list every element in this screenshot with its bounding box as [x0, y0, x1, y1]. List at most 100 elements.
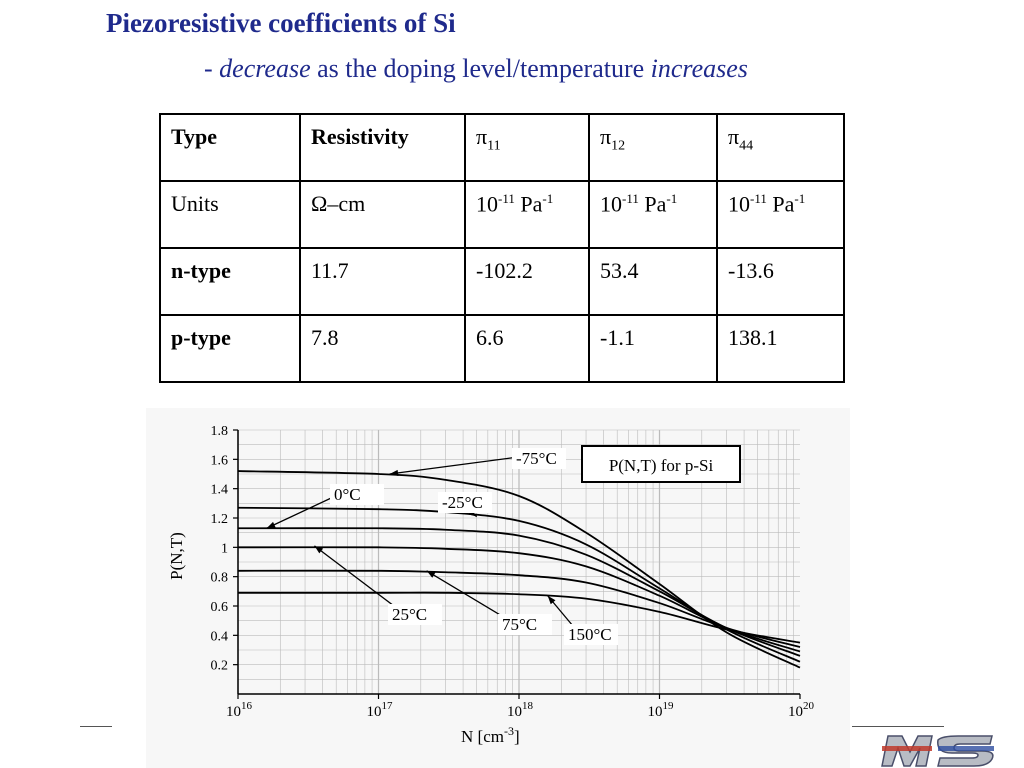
units-exp: -11 — [498, 191, 515, 206]
units-tail-exp: -1 — [542, 191, 554, 206]
cell-pi12: -1.1 — [588, 314, 718, 383]
series-label: 0°C — [334, 485, 361, 504]
ms-logo — [881, 735, 994, 767]
y-tick-label: 1 — [221, 541, 228, 556]
series-label: -75°C — [516, 449, 557, 468]
x-axis-label-tail: ] — [514, 727, 520, 746]
units-tail: Pa — [514, 191, 543, 217]
annotation-label-bg — [512, 448, 566, 469]
pi-symbol: π — [600, 124, 612, 149]
x-tick-label: 1017 — [367, 700, 394, 720]
series-label: 150°C — [568, 625, 612, 644]
x-tick-label: 1019 — [648, 700, 675, 720]
footer-line-left — [80, 726, 112, 727]
slide-title: Piezoresistive coefficients of Si — [106, 8, 456, 38]
annotation-arrowhead — [314, 545, 324, 554]
y-tick-label: 1.4 — [211, 483, 229, 498]
pnt-chart: 0.2 0.4 0.6 0.8 1 1.2 1.4 1.6 1.8 1016 1017 1018 101… — [167, 424, 815, 746]
pnt-figure: 0.2 0.4 0.6 0.8 1 1.2 1.4 1.6 1.8 1016 1017 1018 101… — [146, 408, 850, 768]
cell-pi11: -102.2 — [464, 247, 590, 316]
y-tick-label: 1.8 — [211, 424, 229, 439]
chart-grid — [237, 429, 800, 695]
series-label: 75°C — [502, 615, 537, 634]
legend-box — [581, 445, 741, 483]
y-tick-label: 1.2 — [211, 512, 229, 527]
units-tail-exp: -1 — [666, 191, 678, 206]
pi-symbol: π — [476, 124, 488, 149]
pi-subscript: 44 — [739, 138, 754, 154]
header-pi12: π12 — [588, 113, 718, 182]
x-axis-label: N [cm-3] — [461, 724, 520, 746]
annotation-arrowhead — [547, 595, 556, 605]
units-tail: Pa — [638, 191, 667, 217]
table-header-row: Type Resistivity π11 π12 π44 — [159, 113, 845, 182]
pi-subscript: 12 — [611, 138, 626, 154]
row-type-label: n-type — [159, 247, 301, 316]
x-axis-label-text: N [cm — [461, 727, 504, 746]
header-pi11: π11 — [464, 113, 590, 182]
cell-pi11: 6.6 — [464, 314, 590, 383]
units-pi11: 10-11 Pa-1 — [464, 180, 590, 249]
cell-pi12: 53.4 — [588, 247, 718, 316]
annotation-arrowhead — [266, 521, 276, 529]
pi-subscript: 11 — [487, 138, 501, 154]
y-tick-label: 0.4 — [211, 629, 229, 644]
y-axis-label: P(N,T) — [167, 532, 186, 580]
annotation-arrow — [426, 570, 513, 623]
units-exp: -11 — [750, 191, 767, 206]
units-base: 10 — [600, 191, 622, 217]
header-type: Type — [159, 113, 301, 182]
subtitle-increases: increases — [650, 54, 748, 83]
table-row-ptype: p-type 7.8 6.6 -1.1 138.1 — [159, 314, 845, 383]
units-exp: -11 — [622, 191, 639, 206]
x-tick-label: 1018 — [507, 700, 534, 720]
y-tick-label: 0.6 — [211, 600, 229, 615]
units-base: 10 — [476, 191, 498, 217]
y-tick-label: 1.6 — [211, 453, 229, 468]
annotation-arrow — [314, 545, 403, 613]
pi-symbol: π — [728, 124, 740, 149]
annotation-arrow — [389, 455, 527, 475]
x-tick-label: 1016 — [226, 700, 253, 720]
cell-resistivity: 11.7 — [299, 247, 466, 316]
units-label: Units — [159, 180, 301, 249]
annotation-label-bg — [330, 484, 384, 505]
units-pi44: 10-11 Pa-1 — [716, 180, 845, 249]
slide-subtitle: - decrease as the doping level/temperatu… — [204, 54, 748, 84]
row-type-label: p-type — [159, 314, 301, 383]
chart-axes — [233, 429, 801, 699]
units-base: 10 — [728, 191, 750, 217]
footer-line-right — [852, 726, 944, 727]
annotation-label-bg — [564, 624, 618, 645]
series-label: 25°C — [392, 605, 427, 624]
units-tail: Pa — [766, 191, 795, 217]
annotation-arrowhead — [389, 469, 399, 476]
header-pi44: π44 — [716, 113, 845, 182]
cell-pi44: -13.6 — [716, 247, 845, 316]
units-resistivity: Ω–cm — [299, 180, 466, 249]
series-label: -25°C — [442, 493, 483, 512]
chart-labels: 0.2 0.4 0.6 0.8 1 1.2 1.4 1.6 1.8 1016 1017 1018 101… — [211, 424, 815, 720]
cell-resistivity: 7.8 — [299, 314, 466, 383]
annotation-arrowhead — [426, 570, 436, 578]
subtitle-dash: - — [204, 54, 220, 83]
table-row-ntype: n-type 11.7 -102.2 53.4 -13.6 — [159, 247, 845, 316]
header-resistivity: Resistivity — [299, 113, 466, 182]
subtitle-middle: as the doping level/temperature — [310, 54, 651, 83]
x-tick-label: 1020 — [788, 700, 815, 720]
x-axis-label-exp: -3 — [504, 724, 514, 738]
subtitle-decrease: decrease — [219, 54, 311, 83]
chart-title: P(N,T) for p-Si — [609, 456, 714, 475]
cell-pi44: 138.1 — [716, 314, 845, 383]
table-units-row: Units Ω–cm 10-11 Pa-1 10-11 Pa-1 10-11 P… — [159, 180, 845, 249]
units-tail-exp: -1 — [794, 191, 806, 206]
chart-curves — [237, 470, 801, 669]
series-line — [237, 569, 801, 648]
series-line — [238, 591, 801, 644]
units-pi12: 10-11 Pa-1 — [588, 180, 718, 249]
coefficients-table: Type Resistivity π11 π12 π44 Units Ω–cm … — [159, 113, 845, 383]
annotation-label-bg — [438, 492, 492, 513]
annotation-label-bg — [498, 614, 552, 635]
y-tick-label: 0.8 — [211, 571, 229, 586]
y-tick-label: 0.2 — [211, 659, 229, 674]
